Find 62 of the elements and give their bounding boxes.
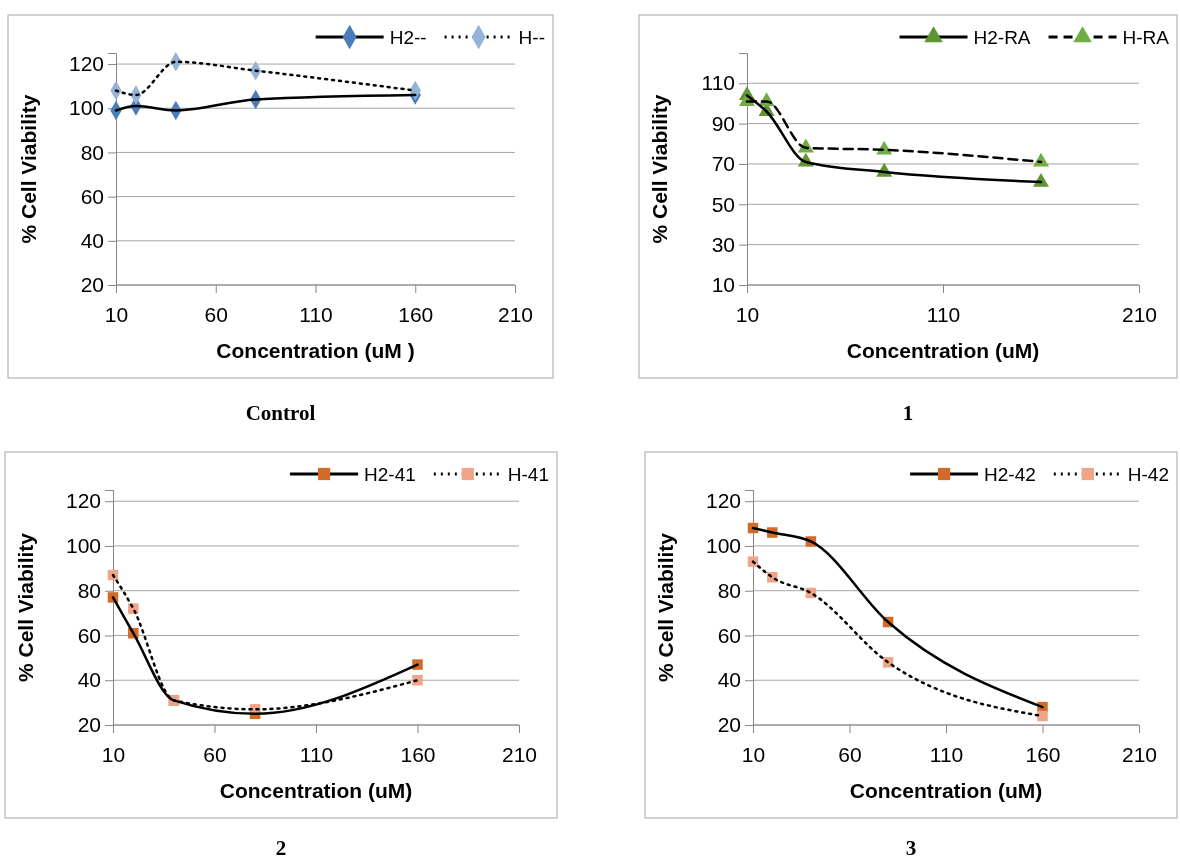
x-tick-label: 210 [1121,302,1158,326]
y-tick-label: 80 [80,140,104,164]
x-tick-label: 10 [101,742,126,766]
legend-label: H-42 [1127,464,1169,485]
x-tick-label: 60 [203,742,227,766]
legend-label: H-41 [507,464,549,485]
y-tick-label: 120 [65,489,101,513]
x-axis-title: Concentration (uM ) [216,339,415,362]
y-tick-label: 60 [80,184,104,208]
legend-label: H2-42 [984,464,1036,485]
y-tick-label: 40 [80,229,104,253]
y-tick-label: 80 [717,578,741,602]
y-axis-title: % Cell Viability [648,94,671,244]
x-tick-label: 160 [398,302,434,326]
y-tick-label: 40 [717,668,741,692]
text: 1 [902,401,914,425]
y-tick-label: 120 [705,489,741,513]
y-tick-label: 10 [711,273,735,297]
y-axis-title: % Cell Viability [17,94,40,244]
legend-label: H2-41 [364,464,416,485]
x-axis-title: Concentration (uM) [849,779,1043,802]
y-tick-label: 100 [65,534,101,558]
legend-label: H-RA [1122,27,1170,48]
y-tick-label: 70 [711,152,735,176]
x-tick-label: 110 [299,742,334,766]
y-tick-label: 90 [711,111,735,135]
y-tick-label: 60 [717,623,741,647]
x-axis-title: Concentration (uM) [846,339,1040,362]
text: 3 [905,836,917,860]
x-tick-label: 210 [1121,742,1158,766]
y-tick-label: 40 [77,668,101,692]
y-tick-label: 120 [68,52,104,76]
text: Control [245,401,316,425]
legend-label: H2-- [389,27,427,48]
y-tick-label: 30 [711,232,735,256]
y-axis-title: % Cell Viability [14,532,37,682]
y-tick-label: 20 [717,713,741,737]
x-tick-label: 160 [400,742,436,766]
x-tick-label: 160 [1025,742,1061,766]
x-tick-label: 10 [104,302,129,326]
y-tick-label: 100 [68,96,104,120]
x-axis-title: Concentration (uM) [219,779,413,802]
x-tick-label: 60 [204,302,228,326]
x-tick-label: 60 [838,742,862,766]
y-tick-label: 60 [77,623,101,647]
legend-label: H2-RA [973,27,1031,48]
text: 2 [275,836,287,860]
x-tick-label: 10 [735,302,760,326]
x-tick-label: 110 [299,302,333,326]
y-tick-label: 110 [701,71,735,95]
y-tick-label: 80 [77,578,101,602]
y-tick-label: 100 [705,534,741,558]
y-tick-label: 50 [711,192,735,216]
x-tick-label: 110 [929,742,964,766]
y-axis-title: % Cell Viability [654,532,677,682]
x-tick-label: 10 [741,742,766,766]
x-tick-label: 210 [497,302,534,326]
y-tick-label: 20 [77,713,101,737]
legend-label: H-- [518,27,545,48]
y-tick-label: 20 [80,273,104,297]
x-tick-label: 110 [926,302,961,326]
x-tick-label: 210 [501,742,538,766]
